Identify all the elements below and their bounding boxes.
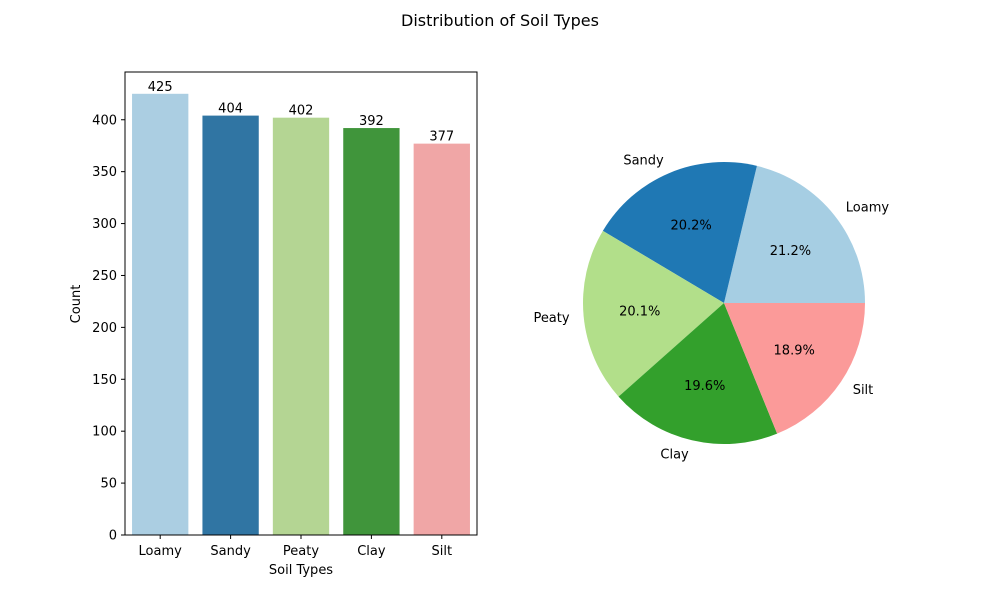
y-tick-label-0: 0: [109, 529, 117, 544]
y-tick-label-300: 300: [92, 217, 117, 232]
y-tick-label-50: 50: [100, 477, 117, 492]
bar-silt: [413, 143, 470, 535]
bar-value-label-clay: 392: [359, 114, 384, 129]
bar-value-label-silt: 377: [429, 130, 454, 145]
y-axis-ticks: 0 50 100 150 200 250 300 350 400: [92, 113, 125, 544]
bar-sandy: [202, 115, 259, 536]
y-tick-label-100: 100: [92, 425, 117, 440]
pie-label-loamy: Loamy: [846, 200, 890, 215]
pie-label-silt: Silt: [853, 383, 874, 398]
pie-percent-label-clay: 19.6%: [684, 379, 725, 394]
x-tick-label-loamy: Loamy: [139, 544, 183, 559]
bar-peaty: [272, 117, 330, 536]
bar-series: [132, 93, 470, 536]
x-tick-label-sandy: Sandy: [210, 544, 251, 559]
pie-percent-label-loamy: 21.2%: [770, 244, 811, 259]
pie-label-sandy: Sandy: [623, 154, 664, 169]
pie-label-peaty: Peaty: [533, 311, 569, 326]
x-tick-label-silt: Silt: [432, 544, 453, 559]
pie-labels: 21.2% Loamy 20.2% Sandy 20.1% Peaty 19.6% Clay 1…: [533, 154, 889, 463]
pie-slice-clay: [618, 303, 778, 444]
pie-label-clay: Clay: [660, 448, 689, 463]
plot-frame: [124, 71, 478, 536]
y-tick-label-250: 250: [92, 269, 117, 284]
pie-percent-label-sandy: 20.2%: [670, 219, 711, 234]
pie-percent-label-peaty: 20.1%: [619, 304, 660, 319]
bar-value-label-sandy: 404: [218, 102, 243, 117]
bar-chart: 425 404 402 392 377 0 50 100 150 200 250 300 350 400…: [69, 71, 478, 578]
pie-slices: [582, 162, 865, 444]
x-tick-label-clay: Clay: [357, 544, 386, 559]
y-tick-label-200: 200: [92, 321, 117, 336]
pie-slice-peaty: [582, 230, 724, 397]
bar-value-label-peaty: 402: [289, 104, 314, 119]
pie-slice-silt: [724, 303, 865, 434]
y-tick-label-150: 150: [92, 373, 117, 388]
x-axis-ticks: Loamy Sandy Peaty Clay Silt: [139, 535, 453, 559]
x-axis-label: Soil Types: [269, 563, 333, 578]
bar-loamy: [132, 93, 189, 535]
pie-slice-loamy: [724, 165, 865, 303]
figure-title: Distribution of Soil Types: [401, 11, 599, 30]
bar-value-labels: 425 404 402 392 377: [148, 80, 454, 145]
pie-chart: 21.2% Loamy 20.2% Sandy 20.1% Peaty 19.6% Clay 1…: [533, 154, 889, 463]
pie-percent-label-silt: 18.9%: [774, 344, 815, 359]
y-axis-label: Count: [69, 285, 84, 324]
y-tick-label-350: 350: [92, 165, 117, 180]
bar-clay: [343, 128, 400, 535]
bar-value-label-loamy: 425: [148, 80, 173, 95]
y-tick-label-400: 400: [92, 113, 117, 128]
x-tick-label-peaty: Peaty: [283, 544, 319, 559]
pie-slice-sandy: [602, 162, 757, 303]
